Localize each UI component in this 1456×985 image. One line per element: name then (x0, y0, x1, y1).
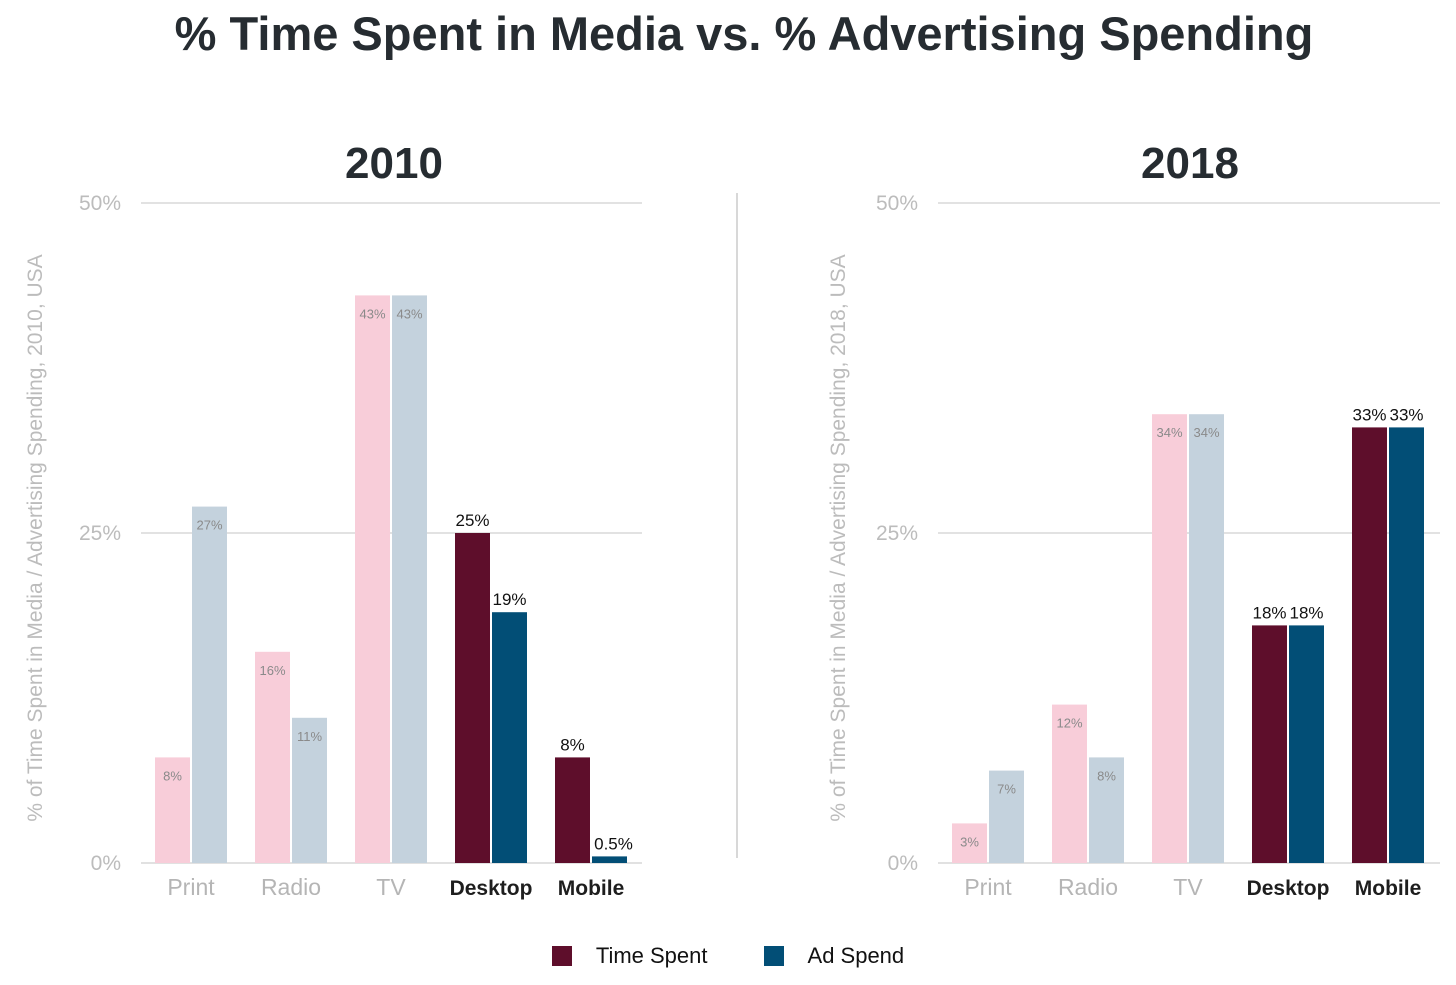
data-label: 33% (1352, 405, 1386, 424)
bar-time-spent-tv (1152, 414, 1187, 863)
x-tick-label-tv: TV (1173, 874, 1203, 900)
bar-time-spent-mobile (1352, 427, 1387, 863)
data-label: 8% (1097, 768, 1116, 783)
data-label: 18% (1289, 603, 1323, 622)
data-label: 18% (1252, 603, 1286, 622)
data-label: 33% (1389, 405, 1423, 424)
x-tick-label-tv: TV (376, 874, 406, 900)
x-tick-label-desktop: Desktop (1247, 877, 1330, 900)
bar-ad-spend-mobile (1389, 427, 1424, 863)
bar-ad-spend-print (192, 506, 227, 863)
data-label: 8% (560, 735, 585, 754)
x-tick-label-print: Print (964, 874, 1012, 900)
bar-time-spent-print (952, 823, 987, 863)
data-label: 12% (1056, 716, 1082, 731)
legend-label-ad-spend: Ad Spend (807, 943, 905, 968)
legend: Time Spent Ad Spend (0, 943, 1456, 969)
data-label: 43% (396, 306, 422, 321)
bar-ad-spend-tv (1189, 414, 1224, 863)
legend-item-ad-spend: Ad Spend (763, 943, 905, 969)
chart-title: % Time Spent in Media vs. % Advertising … (174, 7, 1314, 60)
bar-time-spent-radio (1052, 704, 1087, 863)
x-tick-label-print: Print (167, 874, 215, 900)
data-label: 34% (1193, 425, 1219, 440)
legend-label-time-spent: Time Spent (595, 943, 708, 968)
data-label: 8% (163, 768, 182, 783)
y-tick-label: 50% (876, 192, 918, 215)
data-label: 43% (359, 306, 385, 321)
y-axis-label: % of Time Spent in Media / Advertising S… (24, 254, 47, 821)
data-label: 11% (297, 729, 322, 744)
bar-ad-spend-radio (1089, 757, 1124, 863)
bar-time-spent-print (155, 757, 190, 863)
bar-time-spent-tv (355, 295, 390, 863)
y-axis-label: % of Time Spent in Media / Advertising S… (827, 254, 850, 821)
data-label: 25% (455, 511, 489, 530)
panel-title-2018: 2018 (1141, 139, 1239, 188)
legend-swatch-time-spent (551, 946, 572, 966)
legend-item-time-spent: Time Spent (551, 943, 708, 969)
bar-time-spent-radio (255, 651, 290, 863)
x-tick-label-radio: Radio (261, 874, 321, 900)
x-tick-label-radio: Radio (1058, 874, 1118, 900)
y-tick-label: 25% (876, 522, 918, 545)
data-label: 16% (259, 663, 285, 678)
data-label: 27% (196, 518, 222, 533)
bar-ad-spend-tv (392, 295, 427, 863)
bar-time-spent-mobile (555, 757, 590, 863)
data-label: 7% (997, 782, 1016, 797)
y-tick-label: 0% (91, 852, 121, 875)
bar-ad-spend-desktop (1289, 625, 1324, 863)
x-tick-label-mobile: Mobile (558, 877, 625, 900)
legend-swatch-ad-spend (763, 946, 784, 966)
data-label: 34% (1156, 425, 1182, 440)
data-label: 3% (960, 834, 979, 849)
bar-ad-spend-desktop (492, 612, 527, 863)
bar-ad-spend-mobile (592, 856, 627, 863)
bar-ad-spend-print (989, 770, 1024, 863)
bar-time-spent-desktop (1252, 625, 1287, 863)
y-tick-label: 0% (888, 852, 918, 875)
bar-time-spent-desktop (455, 533, 490, 863)
y-tick-label: 50% (79, 192, 121, 215)
bar-ad-spend-radio (292, 717, 327, 863)
x-tick-label-desktop: Desktop (450, 877, 533, 900)
panel-title-2010: 2010 (345, 139, 443, 188)
chart-area: 2010 % of Time Spent in Media / Advertisi… (24, 139, 1440, 900)
data-label: 0.5% (594, 834, 633, 853)
x-tick-label-mobile: Mobile (1355, 877, 1422, 900)
data-label: 19% (492, 590, 526, 609)
y-tick-label: 25% (79, 522, 121, 545)
